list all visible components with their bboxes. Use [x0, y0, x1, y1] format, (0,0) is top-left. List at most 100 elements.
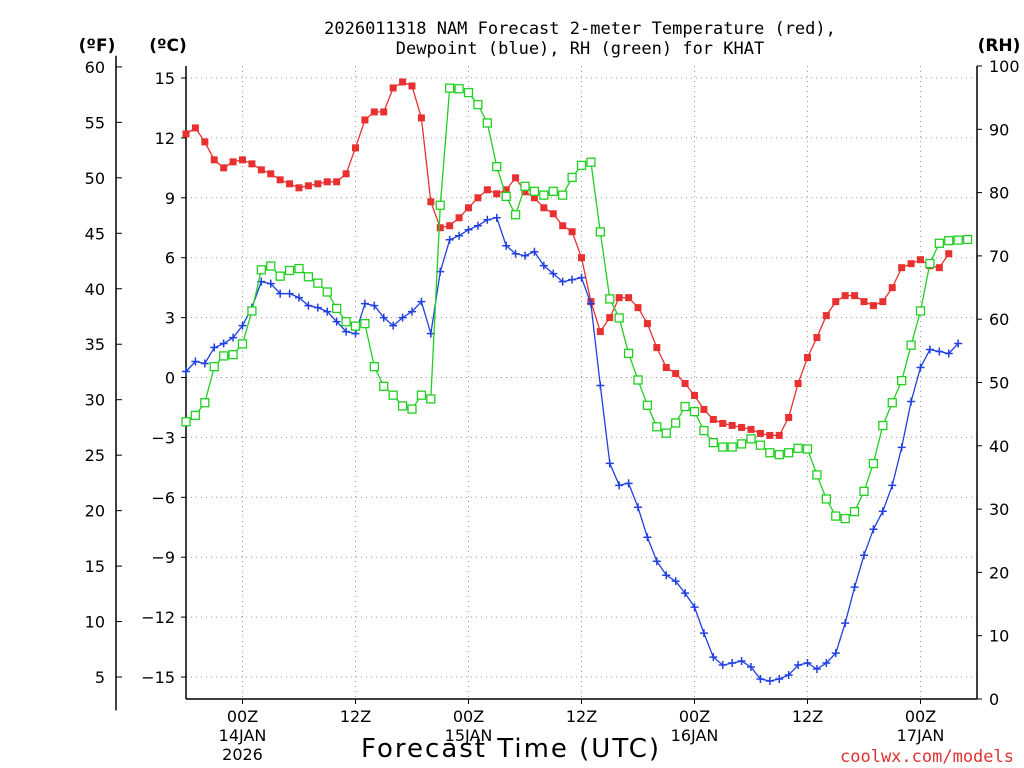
- dewpoint-point: [907, 397, 916, 406]
- temperature-point: [917, 256, 924, 264]
- fahrenheit-tick-label: 20: [85, 502, 105, 521]
- fahrenheit-tick-label: 25: [85, 446, 105, 465]
- temperature-point: [709, 415, 717, 423]
- temperature-point: [804, 354, 811, 362]
- temperature-point: [888, 284, 896, 292]
- rh-point: [219, 351, 229, 361]
- dewpoint-point: [643, 533, 652, 542]
- dewpoint-point: [219, 339, 228, 348]
- temperature-point: [210, 156, 218, 164]
- temperature-point: [841, 292, 849, 300]
- dewpoint-point: [690, 603, 699, 612]
- dewpoint-point: [266, 279, 275, 288]
- dewpoint-point: [831, 649, 840, 658]
- temperature-point: [822, 312, 830, 320]
- rh-tick-label: 70: [989, 247, 1009, 266]
- rh-point: [878, 420, 888, 431]
- rh-point: [727, 442, 737, 452]
- dewpoint-point: [841, 619, 850, 628]
- rh-point: [623, 348, 634, 359]
- rh-tick-label: 10: [989, 627, 1009, 646]
- temperature-point: [201, 138, 209, 146]
- rh-point: [708, 437, 718, 448]
- celsius-tick-label: 12: [155, 129, 175, 148]
- dewpoint-point: [784, 671, 793, 680]
- rh-point: [284, 265, 295, 276]
- rh-point: [341, 317, 351, 327]
- rh-point: [520, 181, 530, 191]
- temperature-point: [851, 292, 859, 300]
- time-tick-label: 00Z: [453, 707, 484, 726]
- date-tick-label: 16JAN: [671, 726, 719, 745]
- dewpoint-point: [304, 301, 313, 310]
- rh-point: [897, 375, 907, 386]
- temperature-point: [389, 84, 397, 92]
- fahrenheit-unit-label: (ºF): [79, 36, 116, 56]
- data-series: [181, 78, 973, 686]
- dewpoint-point: [699, 629, 708, 638]
- rh-point: [332, 303, 342, 314]
- dewpoint-point: [596, 381, 605, 390]
- temperature-point: [747, 425, 755, 433]
- rh-point: [859, 486, 869, 497]
- dewpoint-point: [521, 251, 529, 260]
- temperature-point: [502, 186, 510, 194]
- dewpoint-point: [408, 307, 416, 316]
- temperature-point: [493, 190, 501, 198]
- rh-point: [755, 440, 766, 450]
- dewpoint-point: [473, 221, 482, 230]
- dewpoint-point: [860, 551, 868, 560]
- time-tick-label: 00Z: [905, 707, 936, 726]
- rh-point: [200, 398, 210, 408]
- temperature-point: [483, 186, 491, 194]
- temperature-point: [361, 116, 369, 124]
- date-tick-label: 15JAN: [445, 726, 493, 745]
- dewpoint-point: [389, 321, 398, 330]
- rh-point: [181, 417, 191, 427]
- temperature-point: [239, 156, 246, 164]
- dewpoint-point: [342, 327, 351, 336]
- temperature-point: [691, 391, 698, 399]
- credit-text: coolwx.com/models: [840, 747, 1014, 767]
- dewpoint-point: [360, 299, 369, 308]
- rh-point: [812, 470, 822, 480]
- temperature-point: [352, 144, 359, 152]
- celsius-tick-label: 0: [165, 369, 175, 388]
- dewpoint-point: [483, 215, 492, 224]
- temperature-point: [436, 224, 444, 232]
- dewpoint-point: [925, 345, 934, 354]
- temperature-point: [229, 158, 237, 166]
- temperature-point: [408, 82, 416, 90]
- rh-point: [313, 278, 323, 288]
- dewpoint-point: [539, 261, 548, 270]
- temperature-point: [879, 298, 887, 306]
- dewpoint-point: [445, 235, 454, 244]
- fahrenheit-tick-label: 5: [95, 668, 105, 687]
- celsius-tick-label: −6: [151, 488, 175, 507]
- rh-point: [689, 406, 700, 417]
- fahrenheit-tick-label: 55: [85, 113, 105, 132]
- rh-point: [774, 450, 784, 460]
- dewpoint-point: [511, 249, 520, 258]
- dewpoint-point: [615, 481, 624, 490]
- rh-point: [190, 410, 201, 421]
- fahrenheit-tick-label: 60: [85, 58, 105, 77]
- temperature-point: [512, 174, 520, 182]
- chart-title-line2: Dewpoint (blue), RH (green) for KHAT: [396, 39, 764, 59]
- series-line: [185, 217, 959, 682]
- rh-point: [558, 190, 568, 200]
- temperature-point: [342, 170, 350, 178]
- dewpoint-point: [276, 289, 285, 298]
- dewpoint-point: [869, 525, 878, 534]
- rh-point: [671, 418, 681, 428]
- rh-point: [294, 263, 304, 274]
- temperature-point: [643, 320, 651, 328]
- temperature-point: [568, 228, 576, 236]
- temperature-point: [681, 379, 689, 387]
- rh-point: [567, 172, 577, 183]
- rh-point: [642, 400, 653, 410]
- rh-tick-label: 90: [989, 120, 1009, 139]
- rh-point: [539, 190, 549, 200]
- temperature-point: [446, 222, 454, 230]
